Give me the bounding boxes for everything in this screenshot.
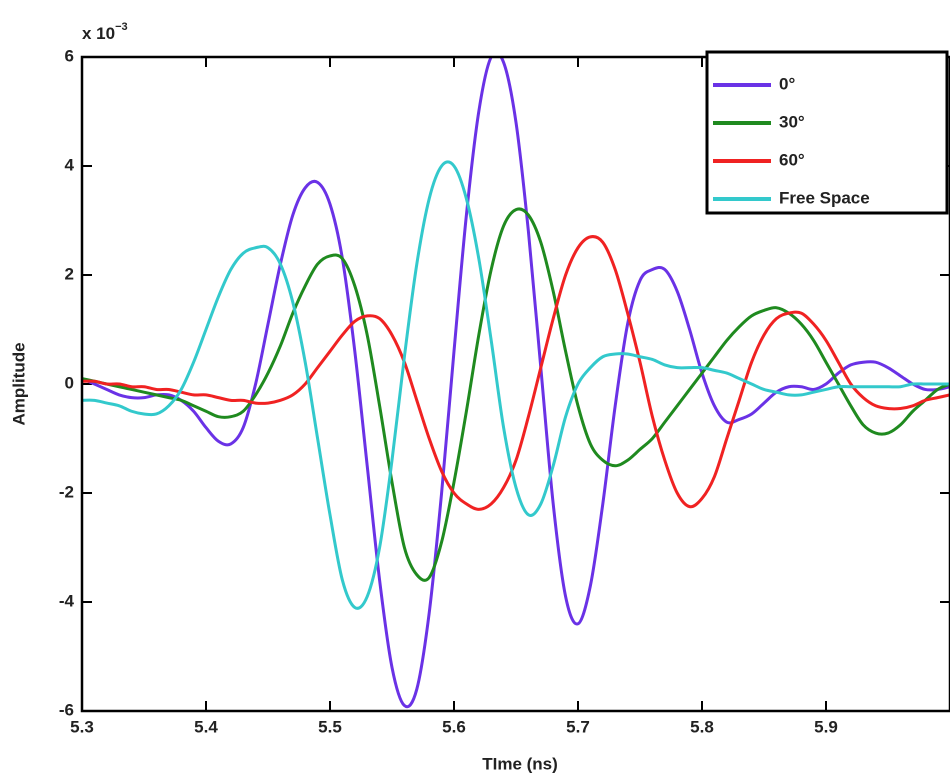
y-tick-label: 0	[65, 373, 74, 392]
x-tick-label: 5.5	[318, 717, 342, 736]
y-multiplier: x 10−3	[82, 21, 128, 44]
x-tick-label: 5.6	[442, 717, 466, 736]
legend-label: Free Space	[779, 188, 870, 207]
y-tick-label: 4	[65, 155, 75, 174]
x-tick-label: 5.3	[70, 717, 94, 736]
series-line	[82, 235, 950, 511]
plot-frame	[80, 55, 950, 713]
series-line	[82, 207, 950, 582]
y-tick-label: 6	[65, 46, 74, 65]
y-axis-label: Amplitude	[9, 342, 28, 425]
legend-box	[705, 50, 949, 215]
y-tick-label: -2	[59, 482, 74, 501]
x-tick-label: 5.8	[690, 717, 714, 736]
x-axis-label: TIme (ns)	[482, 754, 558, 773]
y-tick-label: 2	[65, 264, 74, 283]
series-line	[82, 160, 950, 610]
legend-label: 0°	[779, 74, 795, 93]
x-tick-label: 5.7	[566, 717, 590, 736]
y-multiplier-base: x 10	[82, 24, 115, 43]
y-tick-label: -6	[59, 700, 74, 719]
series-line	[82, 57, 950, 709]
y-multiplier-exponent: −3	[115, 21, 128, 33]
legend-label: 30°	[779, 112, 805, 131]
plot-area	[82, 57, 950, 709]
legend-label: 60°	[779, 150, 805, 169]
y-tick-label: -4	[59, 591, 75, 610]
x-tick-label: 5.4	[194, 717, 218, 736]
x-tick-label: 5.9	[814, 717, 838, 736]
